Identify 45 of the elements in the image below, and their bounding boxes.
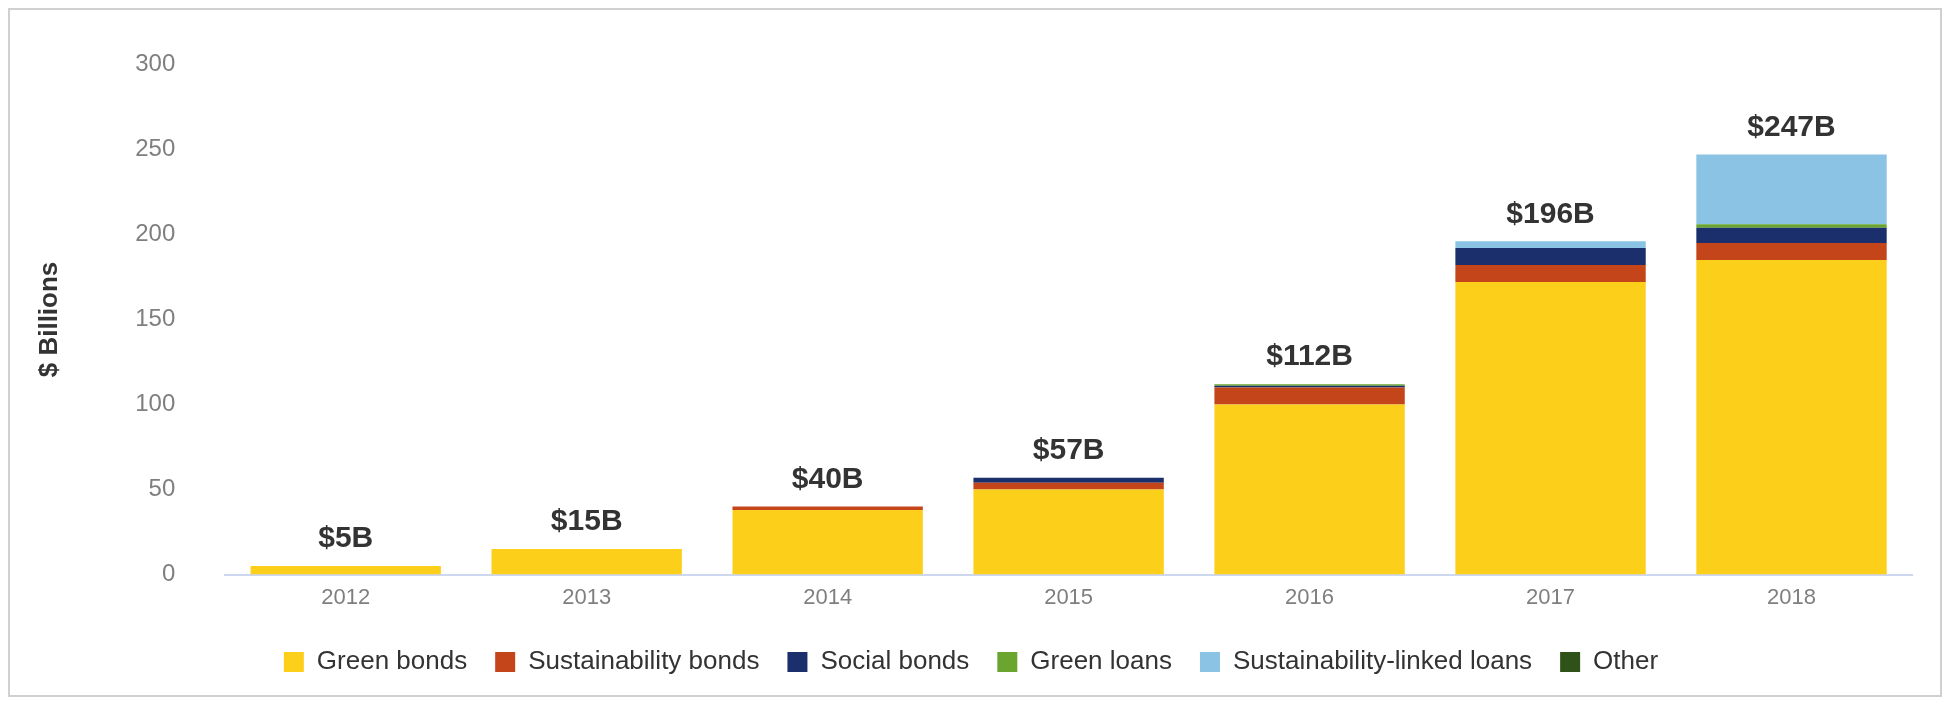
legend-label: Sustainability-linked loans (1232, 645, 1533, 676)
y-tick-label: 150 (135, 304, 176, 332)
bar (973, 489, 1164, 575)
x-tick-label: 2014 (803, 583, 853, 609)
bar (491, 549, 682, 575)
y-tick-label: 250 (135, 134, 176, 162)
y-tick-label: 50 (148, 474, 176, 502)
bar (1455, 248, 1646, 266)
legend-label: Sustainability bonds (528, 645, 760, 676)
bar (1696, 224, 1887, 228)
y-axis-title: $ Billions (32, 261, 63, 378)
bar (973, 482, 1164, 490)
total-label: $112B (1266, 338, 1353, 372)
bar (1696, 154, 1887, 225)
bar (1455, 282, 1646, 575)
legend-label: Social bonds (820, 645, 970, 676)
x-tick-label: 2018 (1767, 583, 1816, 609)
y-tick-label: 0 (161, 559, 176, 587)
bar (732, 509, 923, 575)
total-label: $196B (1506, 195, 1595, 229)
bar (1696, 242, 1887, 260)
bar (250, 566, 441, 575)
y-tick-label: 200 (135, 219, 176, 247)
total-label: $57B (1032, 431, 1105, 465)
y-tick-label: 100 (135, 389, 176, 417)
bar (1214, 387, 1405, 405)
total-label: $15B (550, 503, 623, 537)
bar (1455, 265, 1646, 283)
bar (1696, 227, 1887, 243)
x-tick-label: 2015 (1044, 583, 1094, 609)
x-tick-label: 2016 (1285, 583, 1335, 609)
x-tick-label: 2013 (562, 583, 612, 609)
y-tick-label: 300 (135, 49, 176, 77)
x-tick-label: 2012 (321, 583, 371, 609)
legend-label: Green bonds (316, 645, 468, 676)
total-label: $5B (318, 520, 374, 554)
legend-label: Green loans (1030, 645, 1172, 676)
bar (1214, 404, 1405, 575)
x-tick-label: 2017 (1526, 583, 1576, 609)
total-label: $247B (1747, 108, 1836, 142)
bar (1696, 259, 1887, 575)
legend-label: Other (1593, 645, 1659, 676)
bar (973, 477, 1164, 483)
bar (1455, 241, 1646, 249)
total-label: $40B (791, 460, 864, 494)
